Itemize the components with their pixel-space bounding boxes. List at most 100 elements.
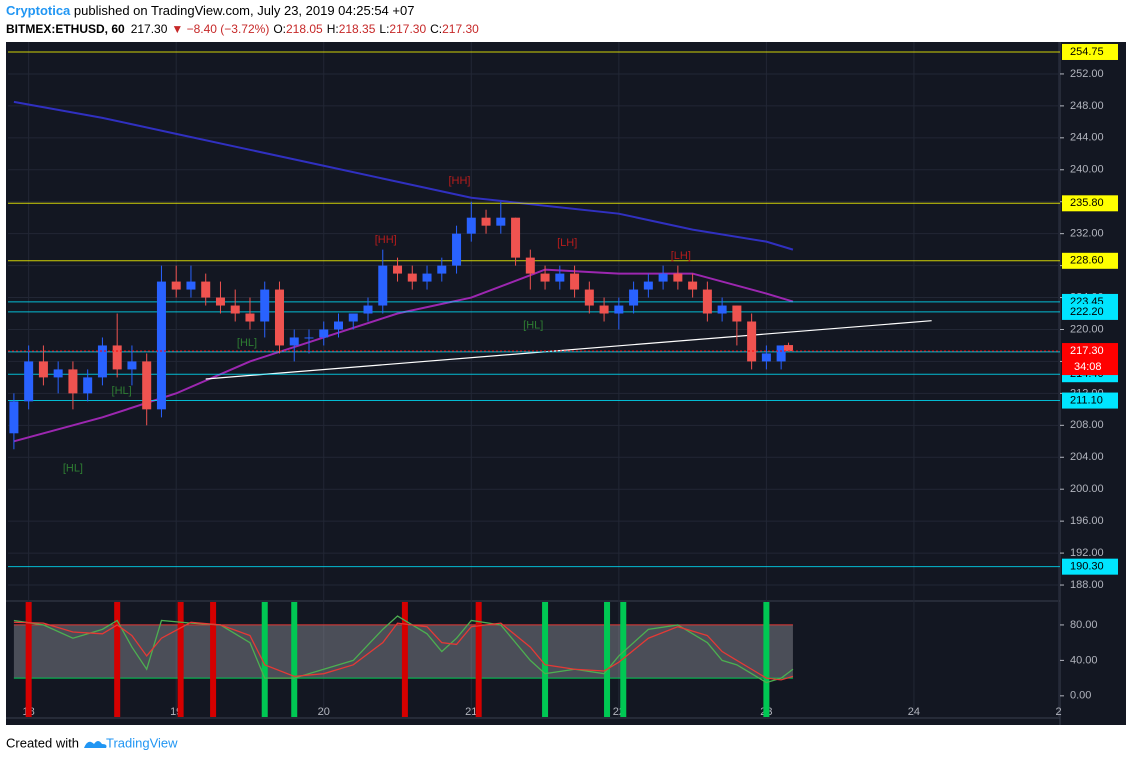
candle-body <box>673 273 683 282</box>
level-label: 222.20 <box>1070 306 1104 318</box>
y-tick-label: 252.00 <box>1070 68 1104 80</box>
candle-body <box>363 305 373 314</box>
candle-body <box>230 305 240 314</box>
osc-y-tick-label: 80.00 <box>1070 619 1098 631</box>
change: ▼ −8.40 (−3.72%) <box>171 22 269 36</box>
level-label-bg <box>1062 195 1118 212</box>
close: 217.30 <box>442 22 479 36</box>
low-label: L: <box>379 22 389 36</box>
osc-signal <box>475 602 482 717</box>
y-tick-label: 192.00 <box>1070 547 1104 559</box>
candle-body <box>643 281 653 290</box>
level-label: 228.60 <box>1070 255 1104 267</box>
candle-body <box>319 329 329 338</box>
candle-body <box>83 377 93 394</box>
candle-body <box>274 289 284 346</box>
osc-signal <box>177 602 184 717</box>
candle-body <box>378 265 388 306</box>
moving-average <box>13 100 794 251</box>
header-line-2: BITMEX:ETHUSD, 60 217.30 ▼ −8.40 (−3.72%) O… <box>6 22 479 36</box>
osc-signal <box>763 602 770 717</box>
logo <box>84 741 107 748</box>
candle-body <box>393 265 403 274</box>
candle-body <box>540 273 550 282</box>
candle-body <box>215 297 225 306</box>
candle-body <box>784 345 794 352</box>
candle-body <box>747 321 757 362</box>
candle-body <box>525 257 535 274</box>
candle-body <box>156 281 166 410</box>
candle-body <box>334 321 344 330</box>
y-tick-label: 244.00 <box>1070 132 1104 144</box>
x-tick-label: 21 <box>465 706 477 718</box>
footer-created: Created with <box>6 735 79 750</box>
high-label: H: <box>327 22 339 36</box>
candle-body <box>97 345 107 378</box>
candle-body <box>112 345 122 370</box>
level-label-bg <box>1062 558 1118 575</box>
annotation: [HL] <box>112 385 132 397</box>
annotation: [LH] <box>557 237 577 249</box>
candle-body <box>496 217 506 226</box>
osc-line <box>13 621 794 681</box>
annotation: [HL] <box>237 337 257 349</box>
candle-body <box>260 289 270 322</box>
candle-body <box>407 273 417 282</box>
osc-signal <box>604 602 611 717</box>
candle-body <box>761 353 771 362</box>
level-label-bg <box>1062 392 1118 409</box>
level-label-bg <box>1062 43 1118 60</box>
annotation: [HL] <box>523 319 543 331</box>
level-label: 254.75 <box>1070 46 1104 58</box>
candle-body <box>68 369 78 394</box>
candle-body <box>570 273 580 290</box>
candle-body <box>555 273 565 282</box>
open-label: O: <box>273 22 286 36</box>
candle-body <box>437 265 447 274</box>
osc-signal <box>261 602 268 717</box>
candle-body <box>717 305 727 314</box>
annotation: [HL] <box>63 462 83 474</box>
osc-signal <box>114 602 121 717</box>
author[interactable]: Cryptotica <box>6 3 71 18</box>
y-tick-label: 196.00 <box>1070 515 1104 527</box>
candle-body <box>245 313 255 322</box>
osc-y-tick-label: 0.00 <box>1070 690 1091 702</box>
candle-body <box>201 281 211 298</box>
published: published on TradingView.com, July 23, 2… <box>70 3 414 18</box>
y-tick-label: 208.00 <box>1070 419 1104 431</box>
y-tick-label: 220.00 <box>1070 323 1104 335</box>
footer-brand[interactable]: TradingView <box>106 735 178 750</box>
level-label: 211.10 <box>1070 394 1103 406</box>
candle-body <box>702 289 712 314</box>
candle-body <box>171 281 181 290</box>
y-tick-label: 188.00 <box>1070 579 1104 591</box>
osc-line <box>13 615 794 684</box>
trendline <box>205 320 932 380</box>
chart-background <box>6 42 1126 725</box>
candle-body <box>466 217 476 234</box>
candle-body <box>304 337 314 339</box>
candle-body <box>658 273 668 282</box>
candle-body <box>481 217 491 226</box>
candle-body <box>511 217 521 258</box>
candle-body <box>599 305 609 314</box>
candle-body <box>142 361 152 410</box>
candle-body <box>614 305 624 314</box>
last-price-label: 217.30 <box>1070 345 1104 357</box>
annotation: [HH] <box>448 175 470 187</box>
x-tick-label: 20 <box>318 706 330 718</box>
high: 218.35 <box>339 22 376 36</box>
candle-body <box>53 369 63 378</box>
low: 217.30 <box>389 22 426 36</box>
open: 218.05 <box>286 22 323 36</box>
y-tick-label: 200.00 <box>1070 483 1104 495</box>
price: 217.30 <box>131 22 168 36</box>
countdown: 34:08 <box>1074 361 1102 373</box>
x-tick-label: 24 <box>908 706 920 718</box>
annotation: [LH] <box>671 250 691 262</box>
candle-body <box>584 289 594 306</box>
header-line-1: Cryptotica published on TradingView.com,… <box>6 3 414 18</box>
osc-signal <box>542 602 549 717</box>
